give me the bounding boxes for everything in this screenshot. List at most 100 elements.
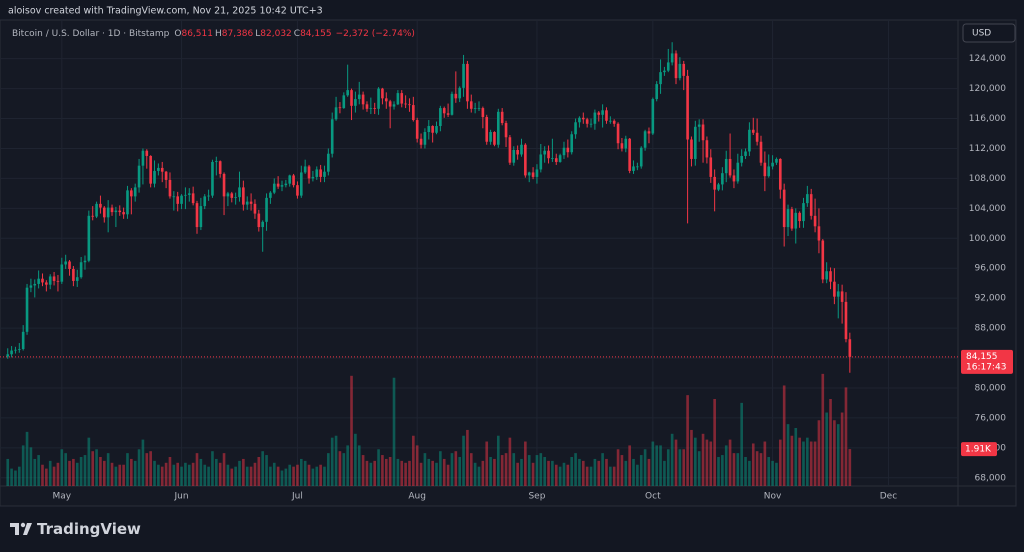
- candle-body: [848, 339, 852, 357]
- volume-bar: [643, 449, 647, 486]
- candle-body: [284, 183, 288, 186]
- candle-body: [52, 276, 56, 281]
- ohlc-value: 87,386: [222, 29, 254, 39]
- candle-body: [446, 113, 450, 115]
- volume-bar: [670, 433, 674, 486]
- volume-bar: [68, 460, 71, 486]
- volume-bar: [292, 466, 295, 486]
- candle-body: [91, 215, 95, 217]
- candle-body: [60, 264, 64, 282]
- candle-body: [547, 150, 550, 159]
- volume-bar: [705, 439, 709, 486]
- candle-body: [369, 108, 373, 109]
- candle-body: [442, 108, 446, 114]
- chart-frame: [0, 19, 1017, 507]
- currency-box[interactable]: [962, 23, 1016, 43]
- candle-body: [334, 107, 338, 120]
- volume-bar: [110, 462, 114, 486]
- volume-bar: [338, 451, 342, 486]
- volume-bar: [276, 466, 280, 486]
- volume-bar: [14, 470, 17, 486]
- axes: 68,00072,00076,00080,00084,00088,00092,0…: [53, 54, 1013, 502]
- candle-body: [238, 187, 241, 198]
- volume-bar: [597, 460, 601, 486]
- candle-body: [728, 158, 732, 176]
- candle-body: [435, 126, 438, 133]
- volume-bar: [245, 466, 249, 486]
- volume-bar: [724, 445, 728, 486]
- volume-bar: [489, 457, 492, 486]
- candle-body: [701, 124, 705, 141]
- volume-bar: [836, 424, 840, 486]
- candle-body: [790, 209, 794, 229]
- candle-body: [806, 194, 809, 204]
- candle-body: [338, 107, 342, 109]
- candle-body: [373, 108, 377, 109]
- y-tick-label: 120,000: [969, 84, 1006, 94]
- volume-bar: [481, 460, 485, 486]
- volume-bar: [33, 458, 37, 486]
- volume-bar: [327, 453, 330, 486]
- volume-bar: [315, 466, 319, 486]
- volume-bar: [578, 458, 581, 486]
- volume-bar: [180, 466, 183, 486]
- volume-bar: [222, 453, 226, 486]
- currency[interactable]: USD: [972, 29, 991, 39]
- candle-body: [543, 150, 546, 155]
- candle-body: [497, 111, 500, 145]
- volume-bar: [848, 449, 852, 486]
- volume-bar: [303, 460, 307, 486]
- volume-bar: [272, 462, 276, 486]
- candle-body: [593, 112, 597, 124]
- volume-bar: [551, 460, 554, 486]
- candle-body: [651, 99, 655, 134]
- candle-body: [751, 129, 755, 133]
- candle-body: [786, 209, 790, 228]
- volume-bar: [388, 457, 392, 486]
- volume-bar: [234, 466, 237, 486]
- candle-body: [126, 190, 129, 215]
- volume-bar: [296, 464, 299, 486]
- volume-bar: [690, 429, 693, 486]
- volume-bar: [775, 462, 778, 486]
- y-tick-label: 68,000: [975, 473, 1007, 483]
- candle-body: [10, 350, 13, 355]
- volume-bar: [377, 449, 380, 486]
- candle-body: [566, 147, 570, 153]
- y-tick-label: 80,000: [975, 383, 1007, 393]
- volume-bar: [589, 466, 593, 486]
- volume-bar: [95, 449, 98, 486]
- y-tick-label: 76,000: [975, 413, 1007, 423]
- volume-bar: [435, 462, 438, 486]
- candle-body: [705, 140, 709, 158]
- volume-bar: [415, 445, 419, 486]
- candle-body: [404, 103, 407, 105]
- candle-body: [759, 141, 763, 163]
- volume-bar: [778, 439, 782, 486]
- volume-bar: [516, 462, 519, 486]
- volume-label: 1.91K: [965, 445, 992, 455]
- candle-body: [717, 184, 720, 190]
- watermark: aloisov created with TradingView.com, No…: [8, 6, 323, 17]
- volume-bar: [60, 449, 64, 486]
- volume-bar: [191, 462, 195, 486]
- candle-body: [311, 176, 315, 179]
- candle-body: [288, 175, 292, 184]
- volume-bar: [636, 464, 639, 486]
- volume-bar: [334, 435, 338, 486]
- candle-body: [33, 283, 37, 286]
- volume-bar: [454, 451, 458, 486]
- y-tick-label: 88,000: [975, 324, 1007, 334]
- candle-body: [647, 131, 651, 134]
- volume-bar: [531, 462, 535, 486]
- candle-body: [280, 185, 284, 187]
- volume-bar: [431, 460, 434, 486]
- candle-body: [840, 291, 844, 302]
- logo-icon: [23, 523, 32, 535]
- volume-bar: [686, 395, 689, 486]
- candle-body: [485, 117, 489, 142]
- candle-body: [713, 176, 716, 190]
- volume-bar: [493, 458, 496, 486]
- volume-bar: [504, 453, 508, 486]
